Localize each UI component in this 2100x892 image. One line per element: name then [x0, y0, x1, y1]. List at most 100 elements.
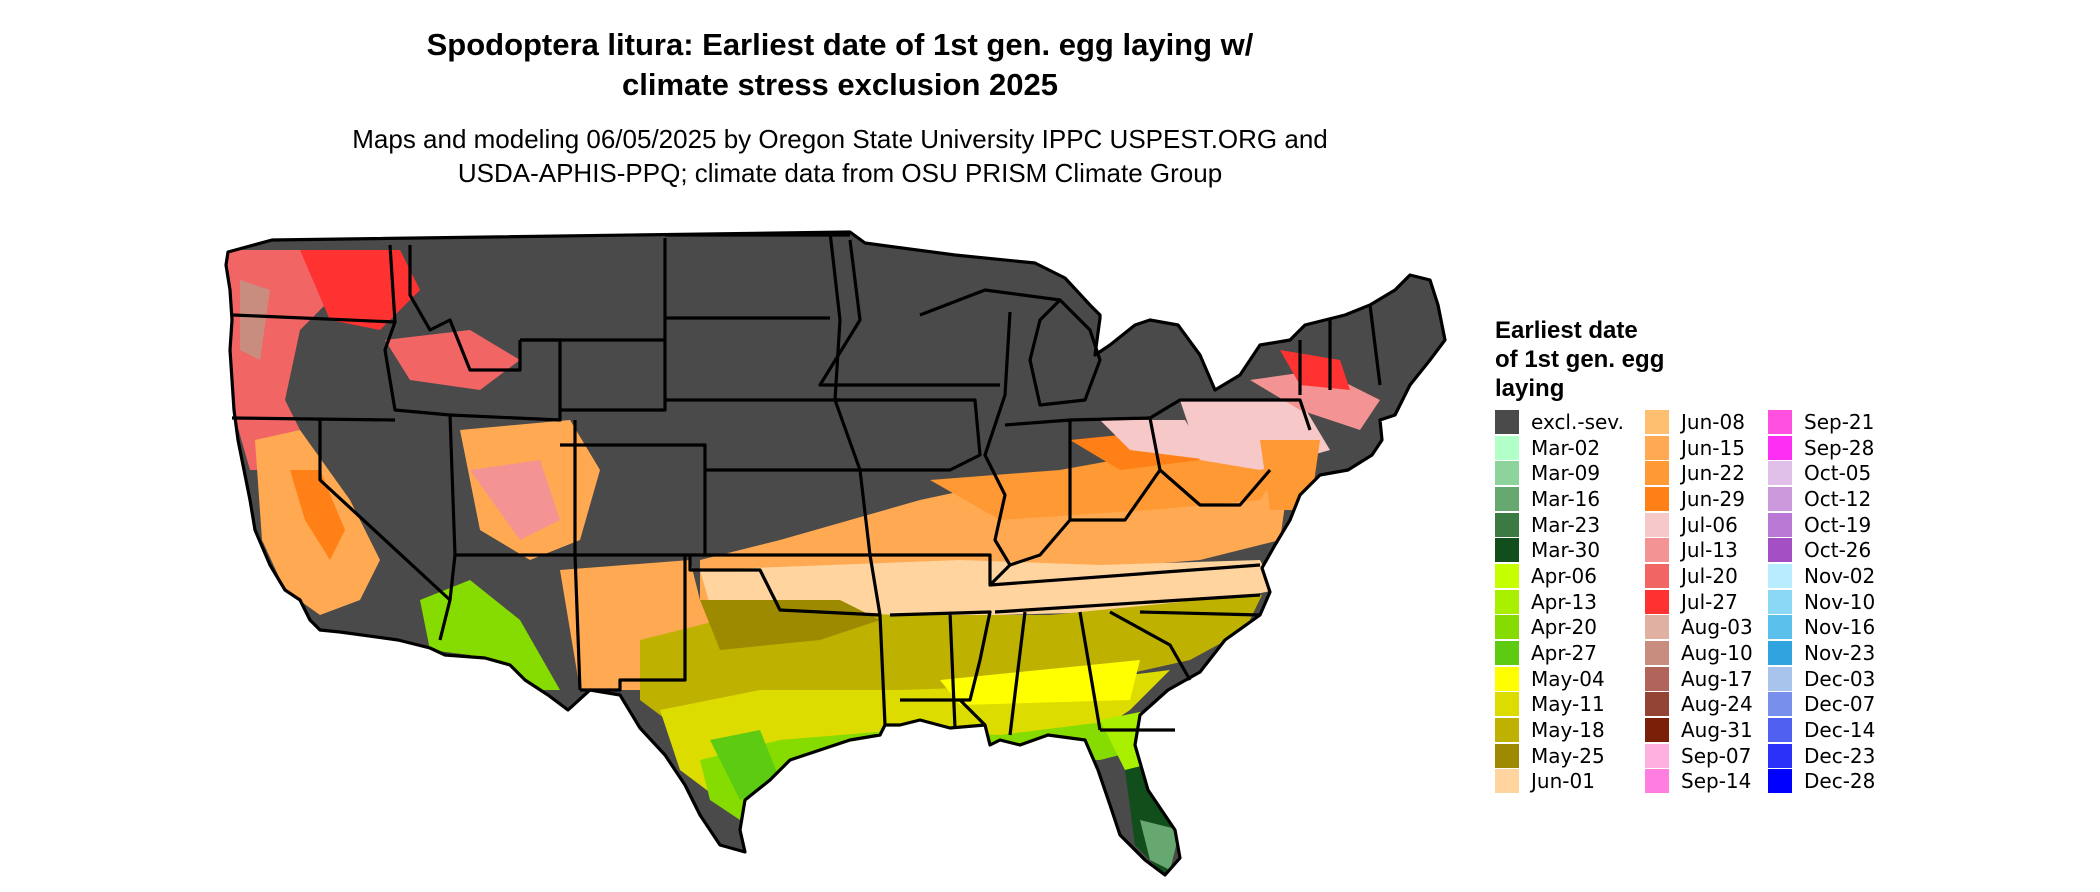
- legend-swatch: [1495, 563, 1519, 588]
- legend-swatch: [1645, 538, 1669, 563]
- legend-label: Nov-10: [1804, 589, 1876, 614]
- legend-label: Mar-02: [1531, 435, 1601, 460]
- tn-south-border: [994, 593, 1261, 614]
- colorado-border: [560, 443, 707, 557]
- state-boundaries: [224, 230, 1447, 877]
- iowa-border: [835, 398, 982, 472]
- legend-swatch: [1768, 563, 1792, 588]
- legend-item: Sep-07: [1645, 743, 1753, 769]
- legend-swatch: [1768, 461, 1792, 486]
- legend-label: Jul-13: [1681, 538, 1738, 563]
- legend-item: Aug-10: [1645, 640, 1753, 666]
- legend-swatch: [1768, 641, 1792, 666]
- region-arizona-apr20: [420, 580, 560, 690]
- legend-swatch: [1645, 461, 1669, 486]
- legend-item: Jul-06: [1645, 512, 1753, 538]
- legend-item: Nov-10: [1768, 589, 1875, 615]
- ca-nv-border: [318, 420, 452, 641]
- legend-swatch: [1645, 743, 1669, 768]
- legend-label: Dec-07: [1804, 692, 1876, 717]
- legend-swatch: [1495, 589, 1519, 614]
- legend-swatch: [1495, 512, 1519, 537]
- legend-swatch: [1495, 486, 1519, 511]
- map-subtitle-line-2: USDA-APHIS-PPQ; climate data from OSU PR…: [457, 158, 1223, 188]
- nm-border: [573, 554, 687, 692]
- ok-tx-border: [688, 555, 887, 726]
- plains-east-border: [828, 231, 882, 616]
- legend-column-2: Jun-08 Jun-15 Jun-22 Jun-29 Jul-06 Jul-13 Jul-…: [1645, 409, 1753, 794]
- legend-label: Apr-20: [1531, 615, 1597, 640]
- pa-ny-border: [1149, 398, 1312, 431]
- legend-label: May-11: [1531, 692, 1605, 717]
- legend-swatch: [1645, 409, 1669, 434]
- wa-or-border: [232, 313, 396, 324]
- arkansas-border: [889, 610, 992, 702]
- mn-ia-border: [818, 239, 1000, 387]
- legend-item: Aug-17: [1645, 666, 1753, 692]
- legend-item: Jun-01: [1495, 769, 1624, 795]
- legend-swatch: [1768, 589, 1792, 614]
- legend-swatch: [1495, 718, 1519, 743]
- legend-label: Mar-09: [1531, 461, 1601, 486]
- legend-label: Aug-31: [1681, 718, 1753, 743]
- legend-swatch: [1768, 409, 1792, 434]
- legend-label: Aug-17: [1681, 666, 1753, 691]
- legend-swatch: [1495, 641, 1519, 666]
- legend-label: Jul-27: [1681, 589, 1738, 614]
- legend-swatch: [1495, 692, 1519, 717]
- region-florida-tip-mar16: [1140, 820, 1180, 870]
- legend-label: Sep-21: [1804, 409, 1875, 434]
- legend-swatch: [1645, 589, 1669, 614]
- region-nw-jul27: [300, 250, 420, 330]
- legend-label: Mar-23: [1531, 512, 1601, 537]
- legend-label: May-25: [1531, 743, 1605, 768]
- legend-swatch: [1645, 563, 1669, 588]
- legend-swatch: [1645, 512, 1669, 537]
- legend-column-1: excl.-sev. Mar-02 Mar-09 Mar-16 Mar-23 Mar-30…: [1495, 409, 1624, 794]
- legend-swatch: [1495, 435, 1519, 460]
- region-basin-jul13: [470, 460, 560, 540]
- legend-label: Sep-07: [1681, 743, 1752, 768]
- legend-swatch: [1645, 692, 1669, 717]
- map-title-line-2: climate stress exclusion 2025: [622, 67, 1058, 102]
- legend-label: Oct-05: [1804, 461, 1872, 486]
- legend-label: Sep-28: [1804, 435, 1875, 460]
- legend-label: Oct-26: [1804, 538, 1872, 563]
- region-central-valley: [290, 470, 345, 560]
- legend-label: Aug-10: [1681, 641, 1753, 666]
- legend-swatch: [1645, 718, 1669, 743]
- legend-swatch: [1768, 666, 1792, 691]
- legend-swatch: [1495, 409, 1519, 434]
- legend-item: Apr-20: [1495, 615, 1624, 641]
- legend-item: excl.-sev.: [1495, 409, 1624, 435]
- legend-item: Oct-05: [1768, 460, 1875, 486]
- or-ca-nv-border: [231, 416, 396, 422]
- mo-ar-border: [870, 553, 1012, 587]
- legend-item: Jun-29: [1645, 486, 1753, 512]
- legend-item: Nov-02: [1768, 563, 1875, 589]
- legend-item: Aug-31: [1645, 717, 1753, 743]
- legend-label: Mar-16: [1531, 486, 1601, 511]
- legend-swatch: [1768, 769, 1792, 794]
- legend-item: May-04: [1495, 666, 1624, 692]
- legend-swatch: [1645, 435, 1669, 460]
- legend-item: Sep-28: [1768, 435, 1875, 461]
- map-title-line-1: Spodoptera litura: Earliest date of 1st …: [426, 27, 1254, 62]
- legend-swatch: [1645, 666, 1669, 691]
- legend-label: Oct-19: [1804, 512, 1872, 537]
- legend-label: Jun-08: [1681, 409, 1745, 434]
- michigan-upper-peninsula: [919, 288, 1061, 317]
- legend-title-line: of 1st gen. egg: [1495, 346, 1665, 373]
- legend-label: Dec-03: [1804, 666, 1876, 691]
- legend-item: Dec-07: [1768, 692, 1875, 718]
- legend-item: Mar-02: [1495, 435, 1624, 461]
- idaho-west-border: [383, 244, 451, 417]
- legend-label: Jun-15: [1681, 435, 1745, 460]
- map-subtitle-line-1: Maps and modeling 06/05/2025 by Oregon S…: [352, 124, 1328, 154]
- legend-item: May-11: [1495, 692, 1624, 718]
- legend-item: Jun-08: [1645, 409, 1753, 435]
- legend-item: Dec-23: [1768, 743, 1875, 769]
- ga-sc-border: [1109, 610, 1192, 681]
- legend-item: Jun-22: [1645, 460, 1753, 486]
- legend-label: May-18: [1531, 718, 1605, 743]
